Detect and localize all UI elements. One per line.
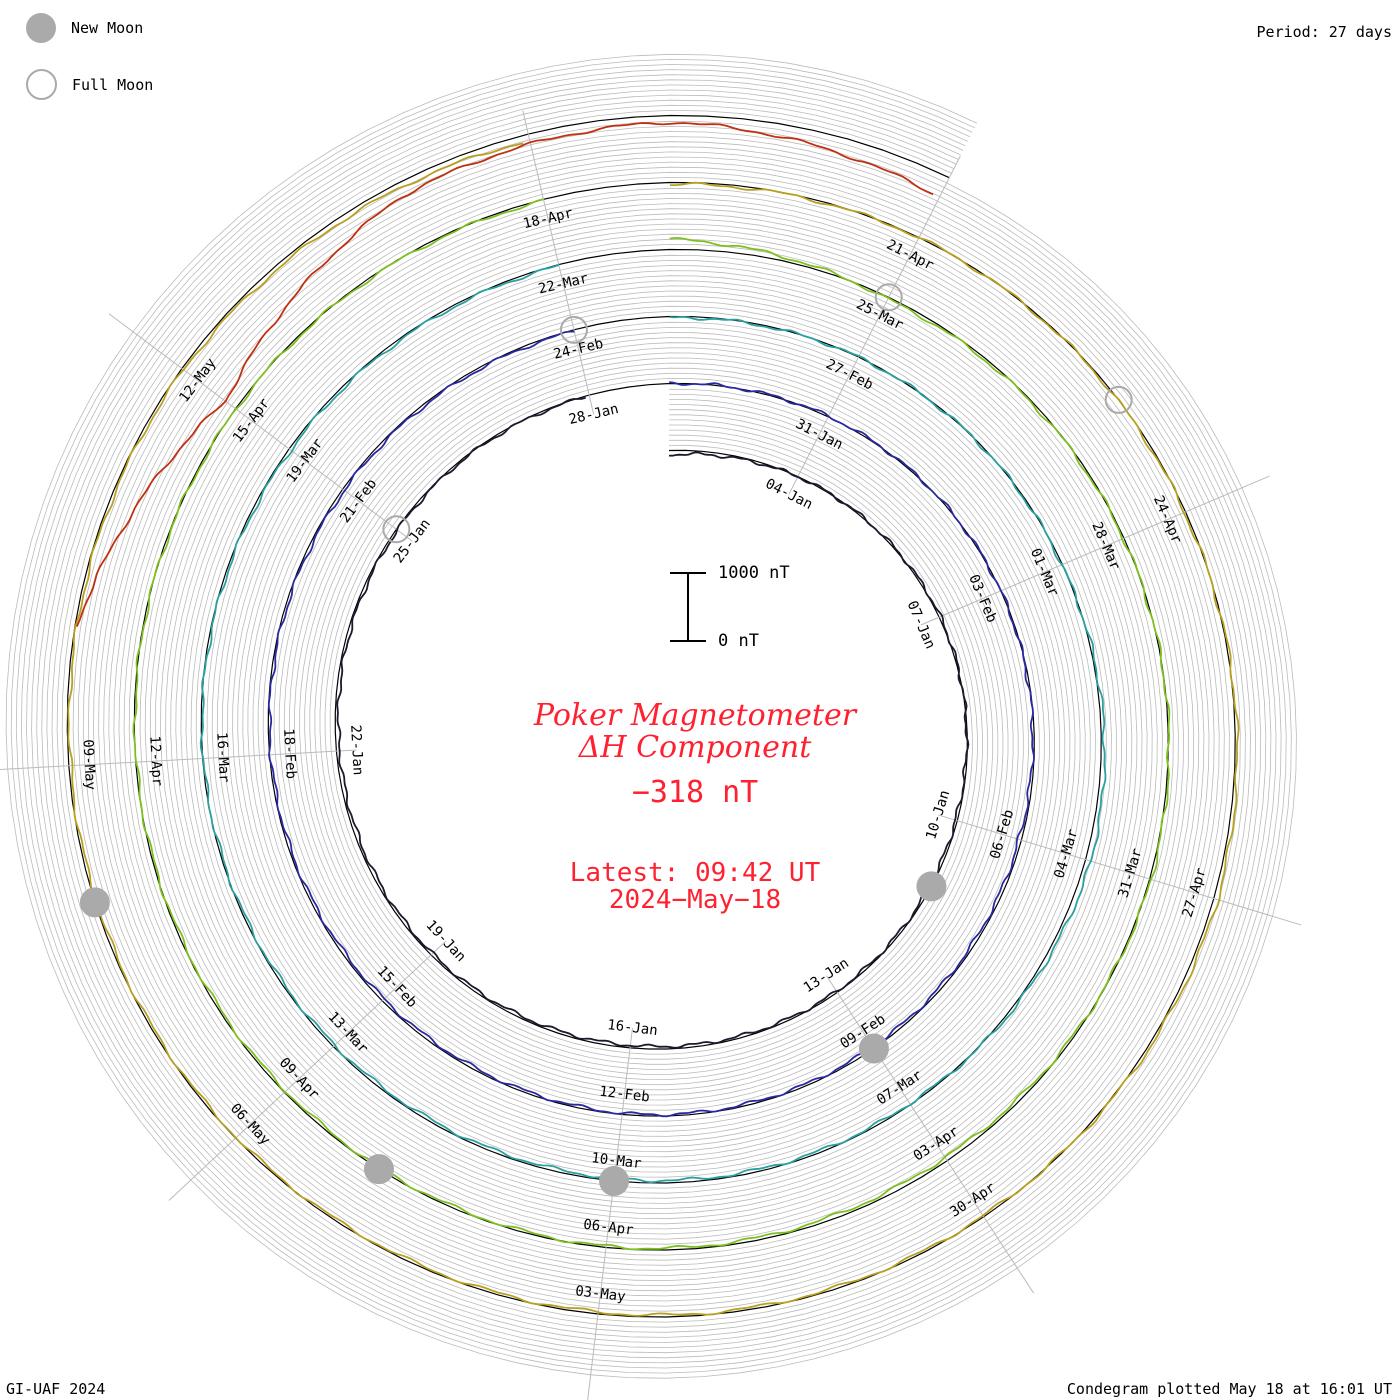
spoke-date-label: 12-Feb — [598, 1084, 650, 1106]
spoke-date-label: 13-Jan — [801, 955, 852, 996]
new-moon-marker — [363, 1154, 394, 1185]
spokes — [0, 110, 1302, 1400]
grid-ring — [26, 74, 1277, 1359]
grid-ring — [20, 69, 1282, 1364]
chart-title: Poker Magnetometer ΔH Component — [440, 700, 950, 764]
latest-time: Latest: 09:42 UT — [569, 858, 821, 888]
spoke-line — [788, 155, 961, 495]
spoke-date-label: 12-Apr — [146, 735, 165, 786]
spoke-date-label: 06-Feb — [987, 808, 1017, 861]
spoke-date-label: 03-May — [574, 1283, 626, 1305]
spoke-date-label: 22-Jan — [347, 724, 366, 775]
spoke-date-label: 18-Feb — [280, 728, 299, 779]
new-moon-marker — [79, 887, 110, 918]
spiral-grid — [5, 53, 1297, 1379]
spoke-line — [522, 110, 595, 415]
scale-top-label: 1000 nT — [718, 563, 790, 583]
spoke-line — [938, 814, 1302, 926]
new-moon-icon — [26, 13, 56, 43]
scale-bottom-label: 0 nT — [718, 631, 759, 651]
full-moon-icon — [26, 69, 57, 100]
latest-block: Latest: 09:42 UT 2024−May−18 — [440, 860, 950, 914]
series-line — [336, 396, 970, 1049]
spoke-line — [108, 313, 413, 542]
spoke-line — [168, 940, 447, 1201]
spoke-date-label: 09-May — [79, 739, 98, 790]
series-line — [267, 330, 1035, 1118]
spoke-date-label: 16-Mar — [213, 732, 232, 783]
title-line-2: ΔH Component — [578, 730, 812, 765]
spoke-line — [825, 975, 1035, 1294]
grid-ring — [51, 99, 1251, 1333]
spoke-line — [0, 749, 357, 771]
legend-new-moon: New Moon — [26, 13, 143, 43]
grid-ring — [41, 89, 1262, 1343]
title-line-1: Poker Magnetometer — [533, 698, 857, 733]
footer-plotted: Condegram plotted May 18 at 16:01 UT — [1066, 1380, 1392, 1398]
spoke-line — [587, 1028, 633, 1400]
new-moon-marker — [599, 1165, 630, 1196]
new-moon-marker — [916, 871, 947, 902]
spoke-date-label: 06-Apr — [582, 1217, 634, 1239]
spoke-date-label: 12-May — [176, 355, 219, 405]
spoke-date-label: 07-Jan — [904, 599, 939, 652]
period-label: Period: 27 days — [1256, 23, 1392, 41]
full-moon-marker — [382, 515, 411, 544]
grid-ring — [56, 104, 1246, 1328]
grid-ring — [46, 94, 1257, 1338]
legend-full-moon-label: Full Moon — [72, 75, 154, 94]
spoke-date-label: 28-Jan — [567, 401, 620, 428]
new-moon-marker — [858, 1033, 889, 1064]
spoke-date-label: 15-Apr — [230, 396, 273, 446]
series-line — [132, 198, 1171, 1251]
spoke-date-label: 27-Apr — [1180, 866, 1210, 919]
current-value: −318 nT — [631, 775, 759, 810]
moon-markers — [79, 283, 1133, 1196]
full-moon-marker — [559, 315, 588, 344]
full-moon-marker — [874, 283, 903, 312]
series-line — [199, 264, 1107, 1184]
spoke-line — [920, 475, 1270, 626]
data-series — [67, 122, 1240, 1317]
legend-full-moon: Full Moon — [26, 69, 153, 100]
spoke-date-label: 10-Mar — [590, 1150, 642, 1172]
legend-new-moon-label: New Moon — [71, 19, 144, 37]
grid-ring — [15, 64, 1287, 1369]
spoke-date-label: 31-Mar — [1116, 847, 1146, 900]
series-line — [75, 122, 934, 627]
grid-ring — [36, 84, 1267, 1349]
spoke-date-label: 01-Mar — [1027, 546, 1062, 599]
grid-ring — [5, 53, 1297, 1379]
spoke-date-label: 04-Mar — [1051, 827, 1081, 880]
series-line — [67, 142, 1240, 1317]
spoke-date-label: 19-Jan — [423, 917, 469, 965]
full-moon-marker — [1104, 385, 1133, 414]
latest-date: 2024−May−18 — [608, 885, 782, 915]
spoke-date-label: 21-Feb — [337, 476, 380, 526]
grid-ring — [31, 79, 1272, 1354]
footer-credit: GI-UAF 2024 — [6, 1380, 106, 1398]
scale-bar — [670, 572, 706, 642]
spoke-date-label: 16-Jan — [606, 1017, 658, 1039]
spoke-date-label: 19-Mar — [284, 436, 327, 486]
grid-ring — [10, 58, 1292, 1374]
